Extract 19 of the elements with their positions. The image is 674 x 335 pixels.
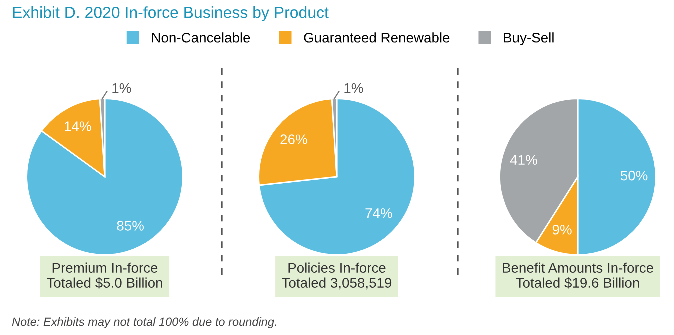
legend-label: Non-Cancelable xyxy=(152,32,250,43)
data-label: 50% xyxy=(620,170,648,181)
chart-title: Exhibit D. 2020 In-force Business by Product xyxy=(13,6,329,22)
pie-slice xyxy=(258,98,416,256)
text: Policies In-force Totaled 3,058,519 xyxy=(282,262,392,290)
legend-label: Buy-Sell xyxy=(504,32,554,46)
text: Note: Exhibits may not total 100% due to rounding. xyxy=(12,317,276,329)
data-label: 14% xyxy=(65,122,92,132)
data-label: 41% xyxy=(510,155,538,165)
text: Premium In-force Totaled $5.0 Billion xyxy=(47,262,162,289)
pie-slice xyxy=(26,98,184,256)
data-label: 9% xyxy=(552,224,572,235)
data-label: 85% xyxy=(117,221,144,231)
data-label: 26% xyxy=(280,134,308,144)
data-label: 1% xyxy=(112,83,132,94)
text: Benefit Amounts In-force Totaled $19.6 Billion xyxy=(503,262,654,289)
legend-label: Guaranteed Renewable xyxy=(304,32,450,43)
data-label: 74% xyxy=(366,208,392,218)
data-label: 1% xyxy=(344,83,364,94)
